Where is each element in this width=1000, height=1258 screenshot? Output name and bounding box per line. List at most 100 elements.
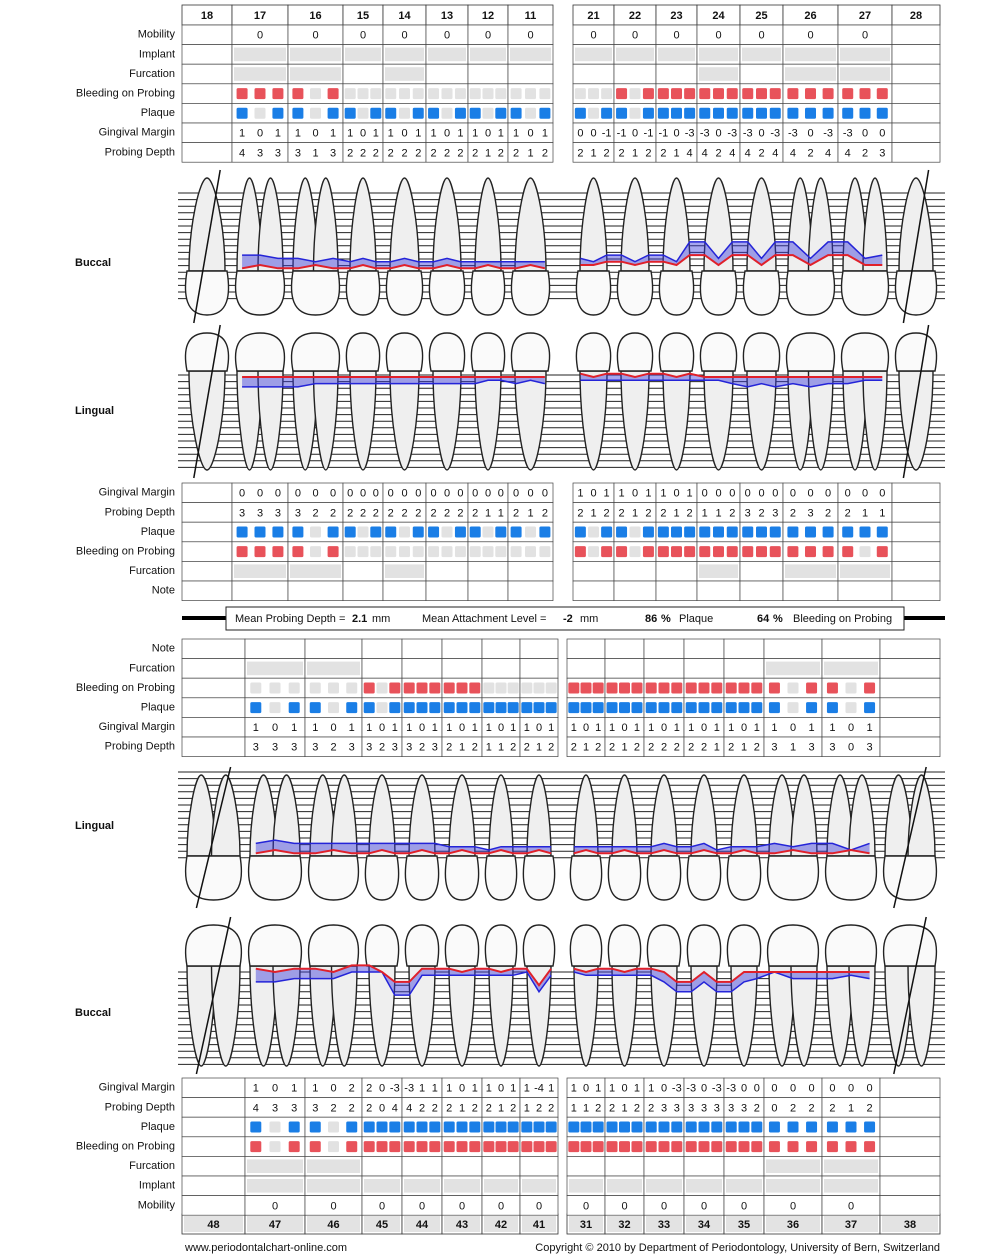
bleeding-marker	[658, 682, 670, 694]
plaque-marker	[616, 107, 628, 119]
table-cell	[643, 638, 685, 659]
pd-value: 2	[634, 1102, 640, 1114]
tooth-crown	[184, 855, 243, 901]
gingival-margin-line	[255, 964, 552, 987]
gm-value: 1	[808, 722, 814, 734]
pd-value: 2	[415, 507, 421, 519]
pd-value: 1	[673, 147, 679, 159]
pd-value: 2	[648, 742, 654, 754]
mobility-value: 0	[459, 1200, 465, 1212]
pd-value: 2	[754, 742, 760, 754]
pd-value: 1	[583, 1102, 589, 1114]
gm-value: 0	[825, 488, 831, 500]
table-cell	[481, 1156, 521, 1177]
tooth-crown	[444, 855, 480, 901]
table-cell	[891, 502, 941, 523]
table-cell	[467, 561, 509, 582]
pd-value: 1	[702, 507, 708, 519]
pd-value: 2	[618, 507, 624, 519]
furcation-field	[307, 661, 360, 676]
tooth-crown	[569, 855, 603, 901]
gm-value: -1	[644, 128, 654, 140]
tooth-number: 38	[904, 1219, 916, 1231]
pd-value: 3	[272, 1102, 278, 1114]
tooth-root	[898, 370, 934, 471]
pd-value: 2	[790, 1102, 796, 1114]
pocket-depth-line	[573, 971, 870, 993]
bleeding-marker	[521, 1141, 533, 1153]
tooth-root	[257, 370, 284, 471]
pd-value: 2	[604, 147, 610, 159]
pd-value: 2	[645, 147, 651, 159]
tooth-root	[188, 177, 226, 272]
plaque-marker	[495, 526, 507, 538]
bleeding-marker	[574, 88, 586, 100]
table-cell	[181, 1136, 246, 1157]
bleeding-marker	[657, 546, 669, 558]
plaque-marker	[756, 107, 767, 119]
pd-value: 3	[866, 742, 872, 754]
plaque-marker	[588, 107, 599, 119]
tooth-root	[349, 177, 377, 272]
table-cell	[181, 561, 233, 582]
gm-value: 0	[459, 1083, 465, 1095]
tooth-crown	[184, 924, 243, 967]
pd-value: 1	[571, 1102, 577, 1114]
plaque-marker	[822, 107, 834, 119]
gm-value: 0	[590, 488, 596, 500]
implant-field	[510, 47, 551, 62]
plaque-marker	[606, 1121, 618, 1133]
gm-value: 1	[524, 1083, 530, 1095]
bleeding-marker	[725, 682, 737, 694]
tooth-root	[848, 774, 876, 857]
pd-value: 1	[527, 507, 533, 519]
table-cell	[382, 580, 427, 601]
bleeding-marker	[269, 682, 281, 694]
bleeding-marker	[428, 546, 440, 558]
tooth-number: 22	[629, 10, 641, 22]
bleeding-marker	[631, 682, 643, 694]
plaque-marker	[845, 702, 857, 714]
pd-value: 4	[772, 147, 778, 159]
table-cell	[643, 658, 685, 679]
gm-value: 1	[674, 722, 680, 734]
summary-text: 86	[645, 613, 657, 625]
mobility-value: 0	[673, 30, 679, 42]
tooth-number: 44	[416, 1219, 429, 1231]
mobility-value: 0	[715, 30, 721, 42]
plaque-marker	[876, 526, 888, 538]
side-label: Lingual	[75, 820, 114, 832]
gm-value: 1	[486, 722, 492, 734]
plaque-marker	[328, 1121, 339, 1133]
gm-value: 0	[790, 1083, 796, 1095]
bleeding-marker	[370, 88, 382, 100]
plaque-marker	[580, 1121, 592, 1133]
plaque-marker	[385, 107, 397, 119]
table-cell	[879, 1175, 941, 1196]
tooth-number: 25	[755, 10, 767, 22]
table-cell	[891, 103, 941, 124]
gm-value: 0	[498, 722, 504, 734]
bleeding-marker	[292, 546, 304, 558]
plaque-marker	[363, 702, 375, 714]
gm-value: 1	[595, 1083, 601, 1095]
bleeding-marker	[657, 88, 669, 100]
table-cell	[519, 638, 559, 659]
pd-value: 2	[754, 1102, 760, 1114]
tooth-crown	[840, 332, 890, 372]
bleeding-marker	[376, 1141, 388, 1153]
pocket-depth-line	[255, 971, 552, 996]
bleeding-marker	[671, 682, 683, 694]
table-cell	[643, 1156, 685, 1177]
gm-value: 1	[714, 722, 720, 734]
pd-value: 2	[432, 1102, 438, 1114]
plaque-marker	[385, 526, 397, 538]
gm-value: 0	[621, 1083, 627, 1095]
tooth-number-box	[364, 1216, 400, 1232]
gm-value: 0	[790, 488, 796, 500]
pd-value: 2	[758, 147, 764, 159]
gm-value: -3	[743, 128, 753, 140]
pd-value: 2	[330, 507, 336, 519]
plaque-marker	[469, 702, 481, 714]
table-cell	[401, 1156, 443, 1177]
